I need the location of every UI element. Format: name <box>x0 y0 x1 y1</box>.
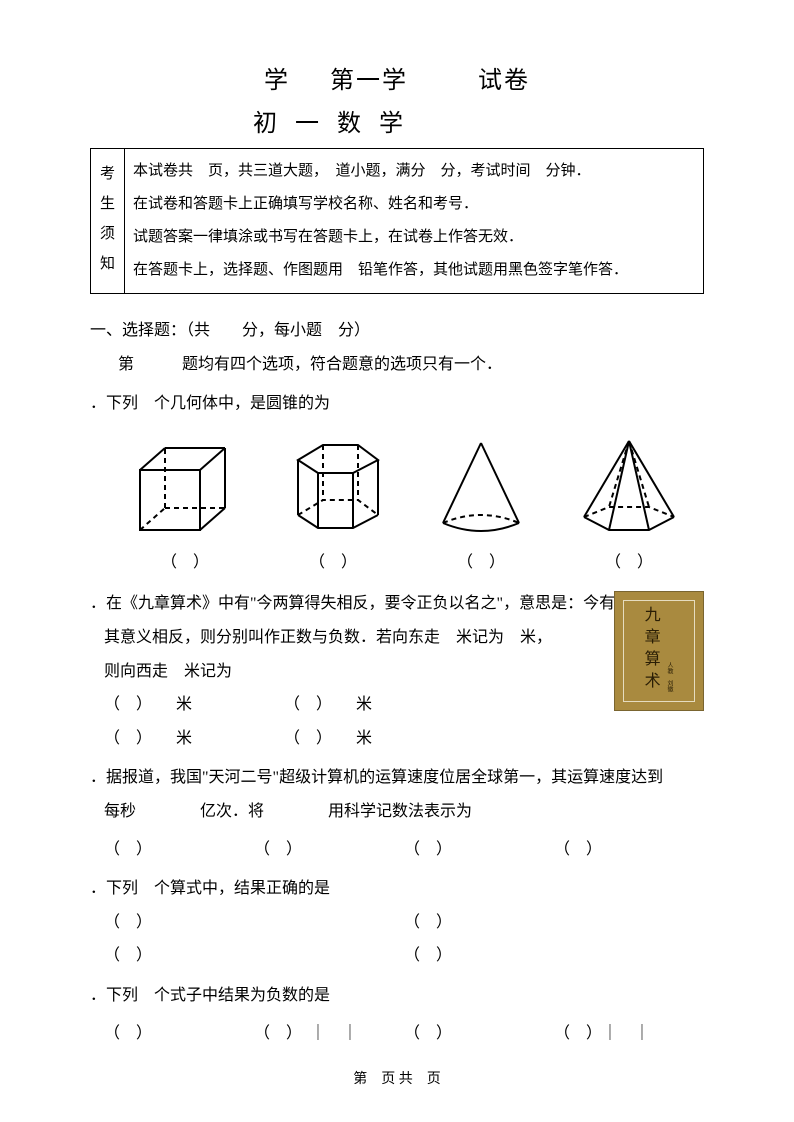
q4-opt-a: （ ） <box>104 906 404 940</box>
q3-line1: ．据报道，我国"天河二号"超级计算机的运算速度位居全球第一，其运算速度达到 <box>90 761 704 795</box>
q2-opt-c: （ ） 米 <box>104 722 284 756</box>
q3-options: （ ） （ ） （ ） （ ） <box>104 833 704 867</box>
q5-text: ．下列 个式子中结果为负数的是 <box>90 979 704 1013</box>
q1-opt-c: （ ） <box>416 546 546 580</box>
q1-options: （ ） （ ） （ ） （ ） <box>120 546 694 580</box>
q2-opt-d: （ ） 米 <box>284 722 584 756</box>
notice-label: 考生须知 <box>91 149 125 294</box>
page-footer: 第 页 共 页 <box>0 1068 794 1088</box>
section-heading: 一、选择题：（共 分，每小题 分） <box>90 314 704 348</box>
q5-opt-d: （ ）｜ ｜ <box>554 1017 704 1051</box>
notice-line-2: 在试卷和答题卡上正确填写学校名称、姓名和考号． <box>133 188 695 221</box>
q4-opt-c: （ ） <box>104 939 404 973</box>
shape-hex-pyramid <box>564 435 694 540</box>
page: 学 第一学 试卷 初一数学 考生须知 本试卷共 页，共三道大题， 道小题，满分 分，… <box>0 0 794 1122</box>
title-line-1: 学 第一学 试卷 <box>90 60 704 95</box>
book-subtitle: 人教 刘徽 <box>662 662 675 692</box>
q3-opt-c: （ ） <box>404 833 554 867</box>
notice-line-3: 试题答案一律填涂或书写在答题卡上，在试卷上作答无效． <box>133 221 695 254</box>
title-part-c: 试卷 <box>478 68 530 94</box>
notice-table: 考生须知 本试卷共 页，共三道大题， 道小题，满分 分，考试时间 分钟． 在试卷… <box>90 148 704 294</box>
book-image: 九章算术 人教 刘徽 <box>614 591 704 711</box>
q1-opt-a: （ ） <box>120 546 250 580</box>
q2-block: ．在《九章算术》中有"今两算得失相反，要令正负以名之"，意思是：今有两数若 其意… <box>90 587 704 755</box>
shape-hex-prism <box>268 435 398 540</box>
q2-line1: ．在《九章算术》中有"今两算得失相反，要令正负以名之"，意思是：今有两数若 <box>90 587 704 621</box>
section-sub: 第 题均有四个选项，符合题意的选项只有一个． <box>90 348 704 382</box>
q3-opt-b: （ ） <box>254 833 404 867</box>
title-part-a: 学 <box>264 68 290 94</box>
q1-text: ．下列 个几何体中，是圆锥的为 <box>90 387 704 421</box>
notice-line-1: 本试卷共 页，共三道大题， 道小题，满分 分，考试时间 分钟． <box>133 155 695 188</box>
notice-body: 本试卷共 页，共三道大题， 道小题，满分 分，考试时间 分钟． 在试卷和答题卡上… <box>125 149 704 294</box>
q3-opt-a: （ ） <box>104 833 254 867</box>
section-1: 一、选择题：（共 分，每小题 分） 第 题均有四个选项，符合题意的选项只有一个．… <box>90 314 704 1050</box>
q2-opt-b: （ ） 米 <box>284 688 584 722</box>
q2-line2: 其意义相反，则分别叫作正数与负数．若向东走 米记为 米， <box>90 621 704 655</box>
q4-opt-d: （ ） <box>404 939 704 973</box>
q1-opt-d: （ ） <box>564 546 694 580</box>
shape-cone <box>416 435 546 540</box>
shape-cube <box>120 440 250 540</box>
q1-shapes <box>120 435 694 540</box>
q4-opts-row1: （ ） （ ） <box>104 906 704 940</box>
q4-text: ．下列 个算式中，结果正确的是 <box>90 872 704 906</box>
q4-opt-b: （ ） <box>404 906 704 940</box>
q3-opt-d: （ ） <box>554 833 704 867</box>
q4-opts-row2: （ ） （ ） <box>104 939 704 973</box>
q2-line3: 则向西走 米记为 <box>90 655 704 689</box>
q2-opts-row2: （ ） 米 （ ） 米 <box>104 722 704 756</box>
q5-opt-c: （ ） <box>404 1017 554 1051</box>
q3-line2: 每秒 亿次．将 用科学记数法表示为 <box>90 795 704 829</box>
q5-opt-a: （ ） <box>104 1017 254 1051</box>
title-part-b: 第一学 <box>330 68 408 94</box>
q1-opt-b: （ ） <box>268 546 398 580</box>
q5-options: （ ） （ ） ｜ ｜ （ ） （ ）｜ ｜ <box>104 1017 704 1051</box>
q5-opt-b: （ ） ｜ ｜ <box>254 1017 404 1051</box>
title-line-2: 初一数学 <box>90 103 704 138</box>
q2-opt-a: （ ） 米 <box>104 688 284 722</box>
notice-line-4: 在答题卡上，选择题、作图题用 铅笔作答，其他试题用黑色签字笔作答． <box>133 254 695 287</box>
